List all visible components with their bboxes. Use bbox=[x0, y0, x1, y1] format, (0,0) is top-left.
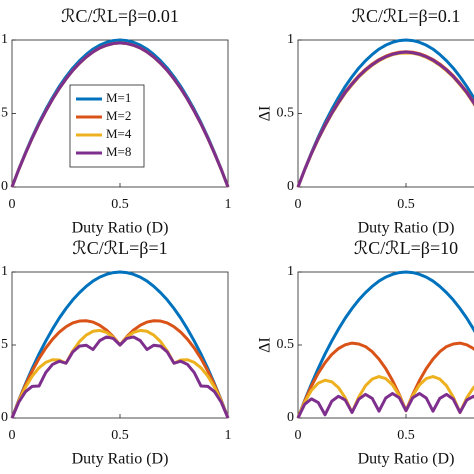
legend-label: M=8 bbox=[106, 144, 131, 159]
series-line bbox=[296, 50, 474, 188]
x-axis-label: Duty Ratio (D) bbox=[72, 220, 169, 237]
chart-title: ℛC/ℛL=β=0.01 bbox=[61, 6, 179, 26]
y-tick-label: 0.5 bbox=[277, 106, 295, 121]
legend-label: M=4 bbox=[106, 126, 132, 141]
series-line bbox=[10, 319, 230, 419]
x-tick-label: 0.5 bbox=[397, 197, 415, 212]
x-tick-label: 0 bbox=[9, 428, 16, 443]
x-axis-label: Duty Ratio (D) bbox=[358, 220, 455, 237]
chart-title: ℛC/ℛL=β=1 bbox=[72, 238, 167, 258]
chart-title: ℛC/ℛL=β=10 bbox=[354, 238, 458, 258]
y-tick-label: 0 bbox=[287, 179, 294, 194]
x-tick-label: 0.5 bbox=[111, 197, 129, 212]
y-tick-label: 1 bbox=[1, 32, 8, 47]
series-line bbox=[296, 391, 474, 419]
y-axis-label: ΔI bbox=[257, 106, 274, 122]
x-tick-label: 0.5 bbox=[111, 428, 129, 443]
y-tick-label: 0.5 bbox=[0, 106, 8, 121]
legend-label: M=2 bbox=[106, 108, 131, 123]
x-tick-label: 0 bbox=[9, 197, 16, 212]
y-tick-label: 1 bbox=[1, 264, 8, 279]
series-line bbox=[296, 38, 474, 188]
chart-title: ℛC/ℛL=β=0.1 bbox=[352, 6, 461, 26]
legend-label: M=1 bbox=[106, 90, 131, 105]
y-tick-label: 1 bbox=[287, 32, 294, 47]
y-tick-label: 0 bbox=[287, 410, 294, 425]
y-tick-label: 0.5 bbox=[277, 337, 295, 352]
y-axis-label: ΔI bbox=[257, 337, 274, 353]
x-axis-label: Duty Ratio (D) bbox=[72, 451, 169, 468]
series-line bbox=[10, 335, 230, 419]
y-tick-label: 1 bbox=[287, 264, 294, 279]
x-tick-label: 1 bbox=[225, 197, 232, 212]
x-tick-label: 0 bbox=[295, 428, 302, 443]
x-tick-label: 0.5 bbox=[397, 428, 415, 443]
x-tick-label: 1 bbox=[225, 428, 232, 443]
series-line bbox=[10, 270, 230, 419]
y-tick-label: 0.5 bbox=[0, 337, 8, 352]
x-tick-label: 0 bbox=[295, 197, 302, 212]
y-tick-label: 0 bbox=[1, 179, 8, 194]
x-axis-label: Duty Ratio (D) bbox=[358, 451, 455, 468]
y-tick-label: 0 bbox=[1, 410, 8, 425]
series-line bbox=[10, 41, 230, 188]
series-line bbox=[296, 270, 474, 419]
